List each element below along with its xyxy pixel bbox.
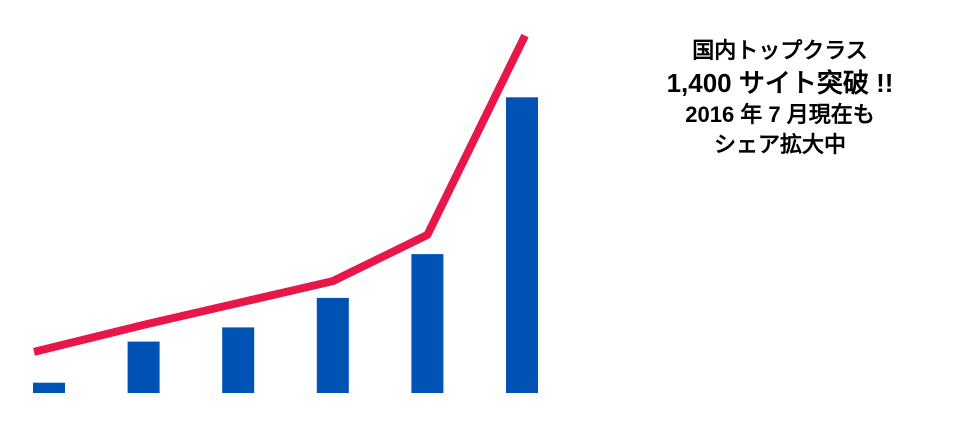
bar-series — [33, 97, 538, 394]
bar-1 — [33, 382, 65, 393]
bar-5 — [411, 254, 444, 393]
caption-share: シェア拡大中 — [713, 132, 846, 157]
caption-block: 国内トップクラス 1,400 サイト突破 !! 2016 年 7 月現在も シェ… — [630, 36, 930, 160]
growth-chart — [33, 33, 538, 394]
caption-headline: 国内トップクラス — [692, 38, 868, 63]
caption-site-count: 1,400 サイト突破 !! — [666, 68, 894, 98]
bar-4 — [316, 297, 349, 393]
bar-2 — [127, 341, 160, 393]
bar-6 — [506, 97, 538, 394]
bar-3 — [222, 327, 255, 393]
trend-line — [33, 33, 529, 356]
caption-date: 2016 年 7 月現在も — [685, 102, 875, 127]
